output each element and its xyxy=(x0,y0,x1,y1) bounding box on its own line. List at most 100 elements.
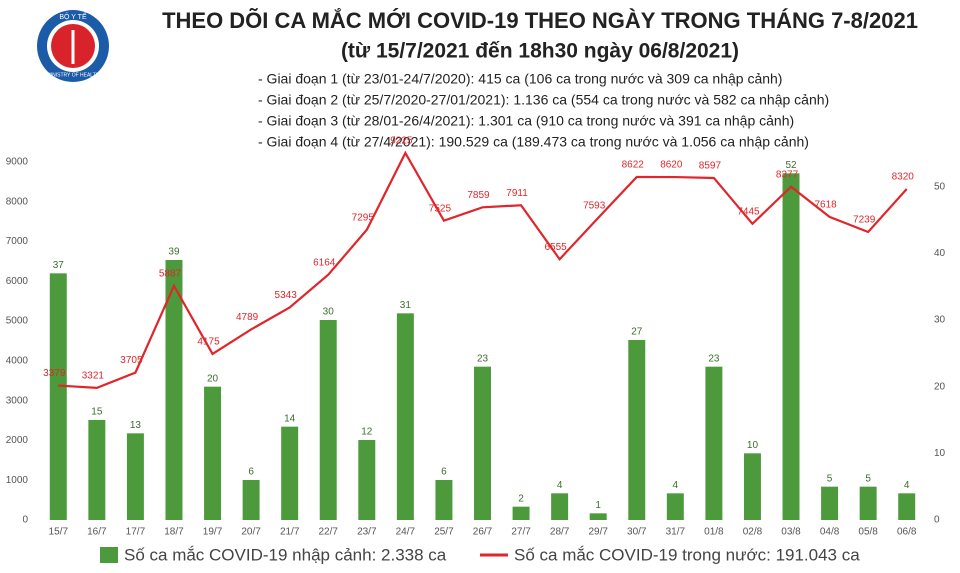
line-label: 8620 xyxy=(660,160,683,171)
bar xyxy=(589,513,607,520)
bar-label: 6 xyxy=(248,467,254,478)
bar xyxy=(435,480,453,520)
bar-label: 4 xyxy=(557,480,563,491)
y-tick-label: 4000 xyxy=(6,356,29,367)
bar xyxy=(898,493,916,520)
bar-label: 4 xyxy=(904,480,910,491)
x-tick-label: 20/7 xyxy=(241,527,261,538)
bar-label: 20 xyxy=(207,373,219,384)
x-tick-label: 29/7 xyxy=(588,527,608,538)
line-label: 4175 xyxy=(197,337,220,348)
bar xyxy=(126,433,144,520)
x-tick-label: 22/7 xyxy=(319,527,339,538)
bar-label: 23 xyxy=(708,353,720,364)
bar-label: 37 xyxy=(53,260,65,271)
bar xyxy=(49,273,67,520)
x-tick-label: 01/8 xyxy=(704,527,724,538)
y2-tick-label: 0 xyxy=(934,515,940,526)
bar xyxy=(474,366,491,520)
bar xyxy=(666,493,684,520)
line-label: 7295 xyxy=(352,212,375,223)
logo-text: BỘ Y TẾ xyxy=(59,11,87,21)
legend-label: Số ca mắc COVID-19 trong nước: 191.043 c… xyxy=(514,545,860,564)
x-tick-label: 16/7 xyxy=(87,527,107,538)
bar xyxy=(512,506,530,520)
x-tick-label: 25/7 xyxy=(434,527,454,538)
bar xyxy=(743,453,761,520)
line-label: 9225 xyxy=(390,136,413,147)
line-label: 3321 xyxy=(82,371,105,382)
x-tick-label: 02/8 xyxy=(743,527,763,538)
bar-label: 12 xyxy=(361,427,373,438)
bar xyxy=(396,313,414,520)
annotation: - Giai đoạn 2 (từ 25/7/2020-27/01/2021):… xyxy=(258,92,829,108)
x-tick-label: 17/7 xyxy=(126,527,146,538)
x-tick-label: 05/8 xyxy=(858,527,878,538)
legend-swatch xyxy=(100,547,118,563)
line-label: 6555 xyxy=(545,242,568,253)
x-tick-label: 30/7 xyxy=(627,527,647,538)
y-tick-label: 1000 xyxy=(6,475,29,486)
logo-text: MINISTRY OF HEALTH xyxy=(47,72,100,78)
line-label: 7525 xyxy=(429,203,452,214)
bar xyxy=(358,440,376,520)
bar xyxy=(319,320,337,520)
bar-label: 2 xyxy=(518,493,524,504)
x-tick-label: 23/7 xyxy=(357,527,377,538)
x-tick-label: 26/7 xyxy=(473,527,493,538)
y-tick-label: 7000 xyxy=(6,236,29,247)
x-tick-label: 18/7 xyxy=(164,527,184,538)
line-label: 7911 xyxy=(506,188,528,199)
bar xyxy=(281,426,299,520)
y-tick-label: 6000 xyxy=(6,276,29,287)
bar-label: 13 xyxy=(130,420,142,431)
y-tick-label: 5000 xyxy=(6,316,29,327)
bar xyxy=(204,386,222,520)
bar-label: 4 xyxy=(673,480,679,491)
y2-tick-label: 20 xyxy=(934,381,946,392)
x-tick-label: 19/7 xyxy=(203,527,223,538)
bar xyxy=(88,420,106,520)
line-label: 7593 xyxy=(583,201,606,212)
bar-label: 1 xyxy=(595,500,601,511)
bar xyxy=(242,480,260,520)
line-label: 3705 xyxy=(120,355,143,366)
legend-label: Số ca mắc COVID-19 nhập cảnh: 2.338 ca xyxy=(124,545,447,564)
x-tick-label: 21/7 xyxy=(280,527,300,538)
bar-label: 10 xyxy=(747,440,759,451)
x-tick-label: 06/8 xyxy=(897,527,917,538)
y-tick-label: 3000 xyxy=(6,395,29,406)
bar xyxy=(705,366,723,520)
bar-label: 31 xyxy=(400,300,412,311)
y-tick-label: 8000 xyxy=(6,196,29,207)
chart-title: THEO DÕI CA MẮC MỚI COVID-19 THEO NGÀY T… xyxy=(162,8,918,33)
bar-label: 14 xyxy=(284,413,296,424)
line-label: 3379 xyxy=(43,368,66,379)
bar-label: 39 xyxy=(168,247,180,258)
x-tick-label: 15/7 xyxy=(49,527,69,538)
y-tick-label: 0 xyxy=(22,515,28,526)
x-tick-label: 24/7 xyxy=(396,527,416,538)
bar-label: 30 xyxy=(323,307,335,318)
y2-tick-label: 50 xyxy=(934,181,946,192)
bar-label: 52 xyxy=(785,160,797,171)
y2-tick-label: 30 xyxy=(934,315,946,326)
x-tick-label: 31/7 xyxy=(666,527,686,538)
line-label: 7859 xyxy=(467,190,490,201)
line-label: 8377 xyxy=(776,169,799,180)
y-tick-label: 2000 xyxy=(6,435,29,446)
logo: BỘ Y TẾ MINISTRY OF HEALTH xyxy=(37,10,109,82)
y2-tick-label: 40 xyxy=(934,248,946,259)
bar xyxy=(782,173,800,521)
bar-label: 5 xyxy=(827,473,833,484)
line-label: 8320 xyxy=(892,172,915,183)
line-label: 7445 xyxy=(737,206,760,217)
x-tick-label: 27/7 xyxy=(511,527,531,538)
bar xyxy=(859,486,877,520)
annotation: - Giai đoạn 1 (từ 23/01-24/7/2020): 415 … xyxy=(258,71,782,87)
y2-tick-label: 10 xyxy=(934,448,946,459)
line xyxy=(58,150,908,389)
bar xyxy=(821,486,839,520)
bar xyxy=(551,493,569,520)
